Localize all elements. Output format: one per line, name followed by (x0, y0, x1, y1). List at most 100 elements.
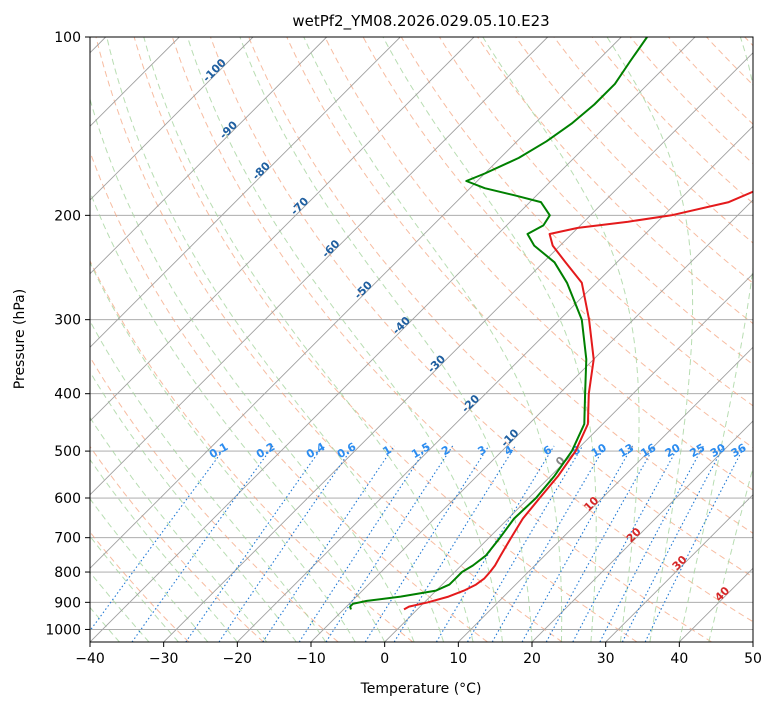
dry-adiabat (248, 37, 753, 578)
dry-adiabat (438, 37, 753, 366)
mixing-ratio-line (218, 445, 355, 642)
dry-adiabat (95, 37, 563, 642)
mixing-ratio-line (467, 445, 584, 642)
y-tick-label: 400 (54, 387, 81, 403)
moist-adiabats (90, 37, 753, 642)
dry-adiabat (210, 37, 753, 623)
dry-adiabat (171, 37, 712, 642)
moist-adiabat (239, 37, 533, 642)
x-tick-label: 30 (597, 651, 615, 667)
mixing-ratio-line (90, 445, 227, 632)
y-tick-label: 200 (54, 208, 81, 224)
isotherm-line (163, 52, 753, 642)
y-tick-label: 800 (54, 565, 81, 581)
dry-adiabat (362, 37, 753, 449)
moist-adiabat (303, 37, 563, 642)
dry-adiabats (90, 37, 753, 642)
isotherm-label: -90 (217, 118, 240, 141)
y-tick-label: 300 (54, 313, 81, 329)
x-tick-label: 0 (380, 651, 389, 667)
mixing-ratio-label: 0.1 (207, 440, 230, 461)
mixing-ratio-label: 3 (475, 443, 488, 458)
isotherm-line (90, 37, 696, 642)
isotherm-line (310, 199, 753, 642)
dry-adiabat (324, 37, 753, 491)
isotherm-label: -50 (352, 278, 375, 301)
moist-adiabat (90, 497, 209, 642)
isotherm-line (236, 125, 753, 642)
dry-adiabat (706, 37, 753, 86)
isotherm-label: -30 (425, 352, 448, 375)
isotherm-label: 10 (581, 494, 601, 514)
dry-adiabat (90, 150, 488, 642)
mixing-ratio-label: 10 (589, 441, 609, 460)
dry-adiabat (591, 37, 753, 204)
dry-adiabat (90, 531, 190, 642)
isotherm-label: -100 (200, 56, 229, 85)
moist-adiabat (90, 370, 297, 642)
mixing-ratio-label: 30 (708, 441, 728, 460)
mixing-ratio-label: 36 (729, 441, 749, 460)
temperature-profile-line (403, 190, 753, 611)
dry-adiabat (744, 37, 753, 47)
mixing-ratio-label: 25 (687, 441, 707, 460)
mixing-ratio-line (521, 445, 633, 642)
mixing-ratio-line (435, 445, 555, 642)
y-axis-label: Pressure (hPa) (12, 289, 28, 389)
isotherm-line (90, 37, 475, 422)
y-tick-label: 1000 (45, 622, 81, 638)
dry-adiabat (553, 37, 753, 244)
x-tick-label: 50 (744, 651, 762, 667)
mixing-ratio-line (393, 445, 516, 642)
isotherm-line (384, 273, 753, 642)
sounding-series (349, 37, 753, 611)
mixing-ratio-line (599, 445, 704, 642)
y-tick-label: 100 (54, 30, 81, 46)
plot-frame (89, 36, 754, 643)
isotherm-line (678, 567, 753, 642)
isotherm-line (90, 37, 622, 569)
isotherm-line (90, 37, 549, 496)
x-tick-label: 10 (449, 651, 467, 667)
dry-adiabat (515, 37, 753, 284)
dry-adiabat (133, 37, 638, 642)
moist-adiabat (606, 37, 694, 642)
moist-adiabat (187, 37, 503, 642)
moist-adiabat (90, 261, 356, 642)
x-axis-ticks: −40 −30 −20 −10 0 10 20 30 40 50 (75, 642, 762, 667)
x-tick-label: −30 (149, 651, 179, 667)
mixing-ratio-line (644, 445, 746, 642)
mixing-ratio-line (131, 445, 274, 642)
x-tick-label: −20 (223, 651, 253, 667)
x-axis-label: Temperature (°C) (360, 681, 482, 697)
plot-area: 0.1 0.2 0.4 0.6 1 1.5 2 3 4 6 8 10 13 16 20 25 30 36-100-… (90, 37, 753, 642)
mixing-ratio-lines (90, 445, 746, 642)
moist-adiabat (90, 190, 386, 642)
isotherm-line (605, 494, 753, 642)
mixing-ratio-line (185, 445, 324, 642)
mixing-ratio-line (298, 445, 429, 642)
mixing-ratio-label: 20 (663, 441, 683, 460)
x-tick-label: −40 (75, 651, 105, 667)
moist-adiabat (90, 571, 150, 642)
dry-adiabat (400, 37, 753, 407)
isotherm-label: -60 (319, 237, 342, 260)
chart-title: wetPf2_YM08.2026.029.05.10.E23 (292, 12, 549, 31)
isotherm-label: -70 (288, 195, 311, 218)
mixing-ratio-line (572, 445, 680, 642)
y-tick-label: 600 (54, 491, 81, 507)
isotherm-line (752, 641, 753, 642)
x-tick-label: 40 (670, 651, 688, 667)
isotherm-line (90, 37, 328, 275)
moist-adiabat (482, 37, 640, 642)
isotherm-line (90, 37, 254, 201)
dry-adiabat (286, 37, 753, 534)
isobar-grid (90, 37, 753, 630)
moist-adiabat (708, 465, 753, 642)
isotherm-line (531, 420, 753, 642)
isotherm-line (90, 37, 401, 348)
dry-adiabat (90, 356, 339, 642)
isotherm-label: 40 (712, 584, 732, 604)
y-tick-label: 700 (54, 531, 81, 547)
